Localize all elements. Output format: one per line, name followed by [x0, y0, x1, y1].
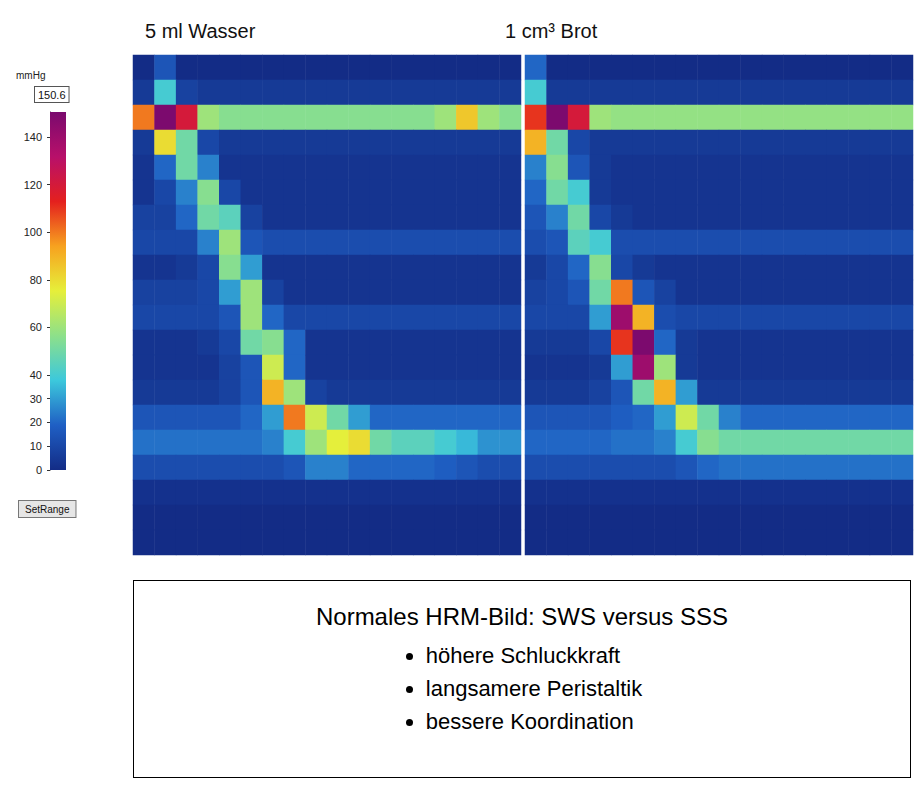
- svg-text:80: 80: [30, 274, 42, 286]
- html-text:bessere Koordination: bessere Koordination: [425, 709, 634, 734]
- svg-text:40: 40: [30, 369, 42, 381]
- svg-text:30: 30: [30, 393, 42, 405]
- svg-text:120: 120: [24, 179, 42, 191]
- svg-text:150.6: 150.6: [38, 89, 66, 101]
- html-text:Normales HRM-Bild: SWS versus: Normales HRM-Bild: SWS versus SSS: [316, 603, 728, 630]
- html-text:höhere Schluckkraft: höhere Schluckkraft: [425, 643, 621, 668]
- svg-text:10: 10: [30, 440, 42, 452]
- svg-text:0: 0: [36, 464, 42, 476]
- svg-text:1 cm³ Brot: 1 cm³ Brot: [505, 20, 598, 42]
- svg-text:140: 140: [24, 131, 42, 143]
- svg-text:20: 20: [30, 416, 42, 428]
- html-text:langsamere Peristaltik: langsamere Peristaltik: [425, 676, 643, 701]
- svg-text:SetRange: SetRange: [25, 504, 70, 515]
- svg-text:100: 100: [24, 226, 42, 238]
- svg-text:5 ml Wasser: 5 ml Wasser: [145, 20, 256, 42]
- svg-text:60: 60: [30, 321, 42, 333]
- svg-text:mmHg: mmHg: [16, 70, 45, 81]
